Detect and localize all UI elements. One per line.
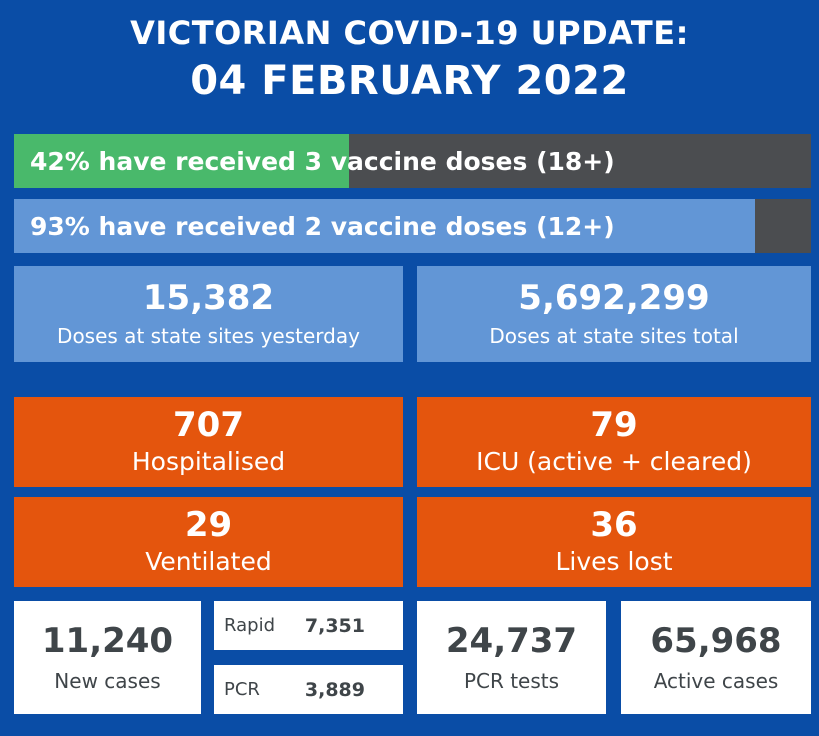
doses-yesterday-card: 15,382 Doses at state sites yesterday <box>14 266 403 362</box>
active-cases-card: 65,968 Active cases <box>621 601 811 714</box>
pcr-label: PCR <box>224 679 260 700</box>
ventilated-card: 29 Ventilated <box>14 497 403 587</box>
new-cases-value: 11,240 <box>41 621 174 661</box>
ventilated-value: 29 <box>184 505 233 545</box>
new-cases-label: New cases <box>54 669 161 693</box>
third-dose-progress-bar: 42% have received 3 vaccine doses (18+) <box>14 134 811 188</box>
rapid-value: 7,351 <box>304 614 365 637</box>
active-cases-value: 65,968 <box>650 621 782 661</box>
pcr-value: 3,889 <box>304 678 365 701</box>
doses-yesterday-value: 15,382 <box>142 278 275 318</box>
rapid-cases-card: Rapid 7,351 <box>214 601 403 650</box>
icu-value: 79 <box>590 405 638 445</box>
doses-total-label: Doses at state sites total <box>489 324 739 348</box>
pcr-tests-card: 24,737 PCR tests <box>417 601 606 714</box>
pcr-tests-value: 24,737 <box>445 621 578 661</box>
update-title: VICTORIAN COVID-19 UPDATE: <box>130 14 689 52</box>
second-dose-progress-bar: 93% have received 2 vaccine doses (12+) <box>14 199 811 253</box>
doses-total-value: 5,692,299 <box>518 278 710 318</box>
update-date: 04 FEBRUARY 2022 <box>190 58 629 104</box>
doses-yesterday-label: Doses at state sites yesterday <box>57 324 360 348</box>
lives-lost-value: 36 <box>590 505 638 545</box>
doses-total-card: 5,692,299 Doses at state sites total <box>417 266 811 362</box>
rapid-label: Rapid <box>224 615 275 636</box>
lives-lost-card: 36 Lives lost <box>417 497 811 587</box>
lives-lost-label: Lives lost <box>555 547 673 576</box>
pcr-cases-card: PCR 3,889 <box>214 665 403 714</box>
icu-label: ICU (active + cleared) <box>476 447 752 476</box>
active-cases-label: Active cases <box>653 669 779 693</box>
icu-card: 79 ICU (active + cleared) <box>417 397 811 487</box>
hospitalised-value: 707 <box>173 405 244 445</box>
pcr-tests-label: PCR tests <box>463 669 560 693</box>
hospitalised-card: 707 Hospitalised <box>14 397 403 487</box>
third-dose-progress-fill <box>14 134 349 188</box>
second-dose-progress-fill <box>14 199 756 253</box>
third-dose-label: 42% have received 3 vaccine doses (18+) <box>30 146 615 176</box>
hospitalised-label: Hospitalised <box>131 447 286 476</box>
ventilated-label: Ventilated <box>145 547 272 576</box>
new-cases-card: 11,240 New cases <box>14 601 201 714</box>
second-dose-label: 93% have received 2 vaccine doses (12+) <box>30 211 615 241</box>
